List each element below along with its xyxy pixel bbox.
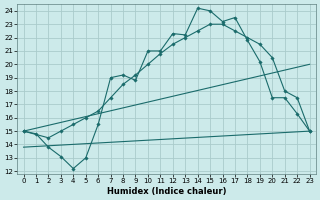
X-axis label: Humidex (Indice chaleur): Humidex (Indice chaleur) (107, 187, 226, 196)
